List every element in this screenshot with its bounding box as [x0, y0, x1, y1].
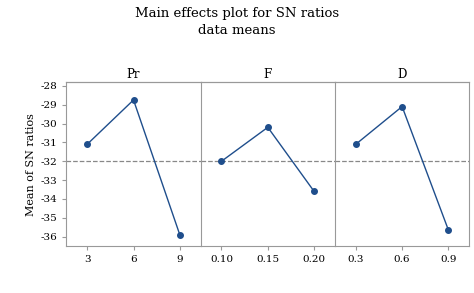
Y-axis label: Mean of SN ratios: Mean of SN ratios: [27, 113, 36, 216]
Title: Pr: Pr: [127, 68, 140, 81]
Title: F: F: [264, 68, 272, 81]
Title: D: D: [397, 68, 407, 81]
Text: Main effects plot for SN ratios
data means: Main effects plot for SN ratios data mea…: [135, 7, 339, 37]
